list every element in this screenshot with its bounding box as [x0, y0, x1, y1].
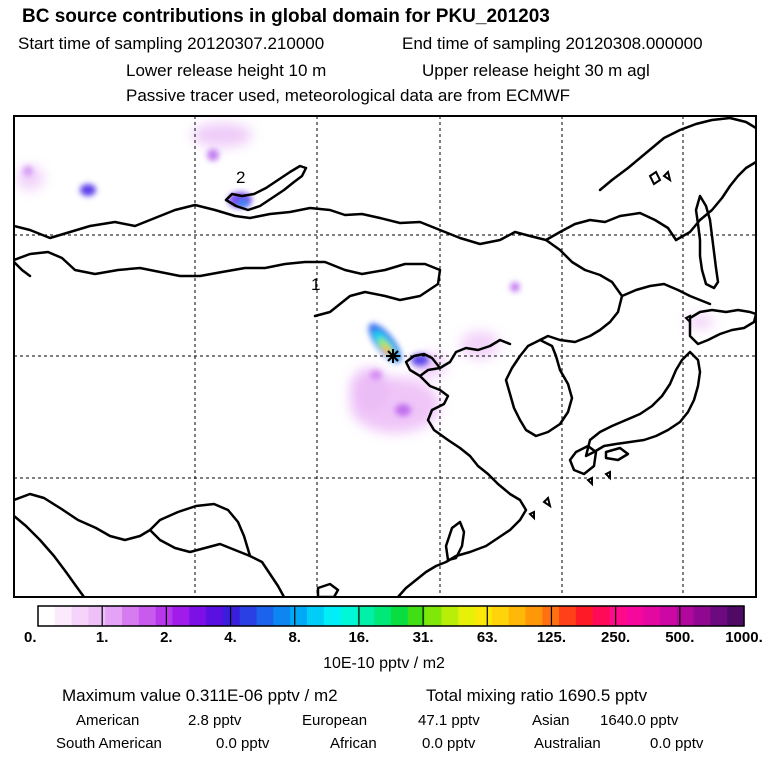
colorbar-tick-label: 16.	[348, 629, 370, 646]
colorbar-tick-label: 250.	[601, 629, 631, 646]
map-label-2: 2	[236, 168, 245, 187]
colorbar-swatch	[340, 606, 358, 626]
asian-value: 1640.0 pptv	[600, 712, 679, 729]
australian-value: 0.0 pptv	[650, 735, 704, 752]
african-value: 0.0 pptv	[422, 735, 476, 752]
colorbar-swatch	[727, 606, 745, 626]
colorbar-swatch	[609, 606, 627, 626]
colorbar-swatch	[626, 606, 644, 626]
start-sampling-text: Start time of sampling 20120307.210000	[18, 34, 325, 53]
colorbar-swatch	[88, 606, 106, 626]
colorbar-swatch	[525, 606, 543, 626]
concentration-field	[16, 123, 714, 433]
colorbar-swatch	[273, 606, 291, 626]
colorbar-swatch	[256, 606, 274, 626]
page-title: BC source contributions in global domain…	[22, 6, 550, 27]
islands	[528, 170, 691, 521]
american-value: 2.8 pptv	[188, 712, 242, 729]
tracer-note-text: Passive tracer used, meteorological data…	[126, 86, 571, 105]
map-label-1: 1	[311, 275, 320, 294]
colorbar-swatch	[391, 606, 409, 626]
colorbar-swatch	[458, 606, 476, 626]
colorbar-swatch	[172, 606, 190, 626]
coastlines	[14, 116, 756, 597]
african-label: African	[330, 735, 377, 752]
colorbar-swatch	[189, 606, 207, 626]
colorbar-tick-label: 0.	[24, 629, 37, 646]
colorbar-tick-label: 8.	[288, 629, 301, 646]
south-american-label: South American	[56, 735, 162, 752]
colorbar-swatch	[122, 606, 140, 626]
colorbar-unit-label: 10E-10 pptv / m2	[323, 655, 445, 672]
colorbar-tick-label: 63.	[476, 629, 498, 646]
receptor-star-marker	[386, 349, 400, 363]
european-label: European	[302, 712, 368, 729]
colorbar-swatch	[475, 606, 493, 626]
colorbar-swatch	[323, 606, 342, 626]
colorbar-tick-label: 1.	[95, 629, 109, 646]
total-mixing-text: Total mixing ratio 1690.5 pptv	[426, 686, 648, 705]
colorbar-frame	[37, 605, 745, 627]
colorbar-swatch	[508, 606, 527, 626]
colorbar-dividers	[101, 606, 681, 626]
end-sampling-text: End time of sampling 20120308.000000	[402, 34, 703, 53]
colorbar-tick-label: 4.	[224, 629, 237, 646]
colorbar-swatch	[239, 606, 258, 626]
colorbar-swatch	[407, 606, 426, 626]
colorbar-swatch	[693, 606, 711, 626]
colorbar-swatch	[38, 606, 56, 626]
colorbar-swatch	[357, 606, 375, 626]
colorbar-swatch	[592, 606, 611, 626]
colorbar-swatch	[222, 606, 241, 626]
colorbar-swatch	[306, 606, 325, 626]
colorbar-tick-label: 1000.	[725, 629, 763, 646]
australian-label: Australian	[534, 735, 601, 752]
colorbar-swatch	[575, 606, 594, 626]
colorbar-tick-label: 125.	[536, 629, 567, 646]
colorbar-swatch	[441, 606, 459, 626]
lower-release-text: Lower release height 10 m	[126, 61, 327, 80]
asian-label: Asian	[532, 712, 570, 729]
map-frame	[13, 115, 757, 598]
colorbar-swatch	[138, 606, 157, 626]
colorbar-swatch	[54, 606, 73, 626]
colorbar-swatch	[206, 606, 224, 626]
colorbar-swatch	[424, 606, 443, 626]
european-value: 47.1 pptv	[418, 712, 480, 729]
colorbar-swatch	[290, 606, 308, 626]
colorbar-swatch	[71, 606, 90, 626]
max-value-text: Maximum value 0.311E-06 pptv / m2	[62, 686, 338, 705]
colorbar-swatch	[491, 606, 510, 626]
colorbar-swatch	[676, 606, 695, 626]
colorbar-tick-label: 2.	[160, 629, 173, 646]
colorbar-swatch	[643, 606, 661, 626]
colorbar-swatch	[710, 606, 728, 626]
colorbar-swatch	[559, 606, 577, 626]
lat-lon-grid	[14, 116, 756, 597]
colorbar-swatch	[374, 606, 392, 626]
colorbar-swatch	[105, 606, 123, 626]
upper-release-text: Upper release height 30 m agl	[422, 61, 650, 80]
colorbar-swatch	[155, 606, 174, 626]
colorbar	[38, 606, 745, 626]
american-label: American	[76, 712, 140, 729]
colorbar-tick-label: 500.	[665, 629, 695, 646]
south-american-value: 0.0 pptv	[216, 735, 270, 752]
colorbar-tick-label: 31.	[412, 629, 434, 646]
colorbar-swatch	[659, 606, 678, 626]
